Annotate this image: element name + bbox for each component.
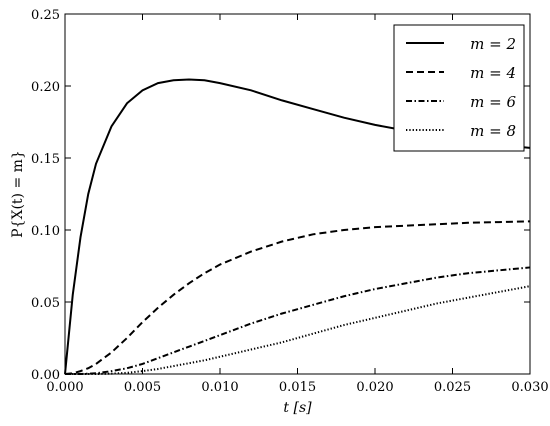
legend-label: m = 8 — [470, 122, 516, 140]
legend-label: m = 4 — [470, 64, 516, 82]
x-axis-label: t [s] — [283, 400, 312, 416]
legend-box — [393, 24, 525, 152]
axis-ticks: 0.000 0.005 0.010 0.015 0.020 0.025 0.030 0.00 0… — [31, 8, 549, 395]
x-tick-label: 0.030 — [511, 380, 548, 395]
x-tick-label: 0.000 — [46, 380, 83, 395]
y-tick-label: 0.05 — [31, 296, 60, 311]
x-tick-label: 0.005 — [124, 380, 161, 395]
y-tick-label: 0.10 — [31, 224, 60, 239]
y-tick-label: 0.00 — [31, 368, 60, 383]
y-axis-label: P{X(t) = m} — [10, 150, 26, 238]
legend-label: m = 2 — [470, 35, 516, 53]
y-tick-label: 0.25 — [31, 8, 60, 23]
y-tick-label: 0.15 — [31, 152, 60, 167]
x-tick-label: 0.020 — [356, 380, 393, 395]
y-tick-label: 0.20 — [31, 80, 60, 95]
x-tick-label: 0.015 — [279, 380, 316, 395]
legend-label: m = 6 — [470, 93, 516, 111]
x-tick-label: 0.025 — [434, 380, 471, 395]
legend: m = 2 m = 4 m = 6 m = 8 — [393, 24, 525, 152]
x-tick-label: 0.010 — [201, 380, 238, 395]
series-line-m6 — [65, 266, 531, 375]
